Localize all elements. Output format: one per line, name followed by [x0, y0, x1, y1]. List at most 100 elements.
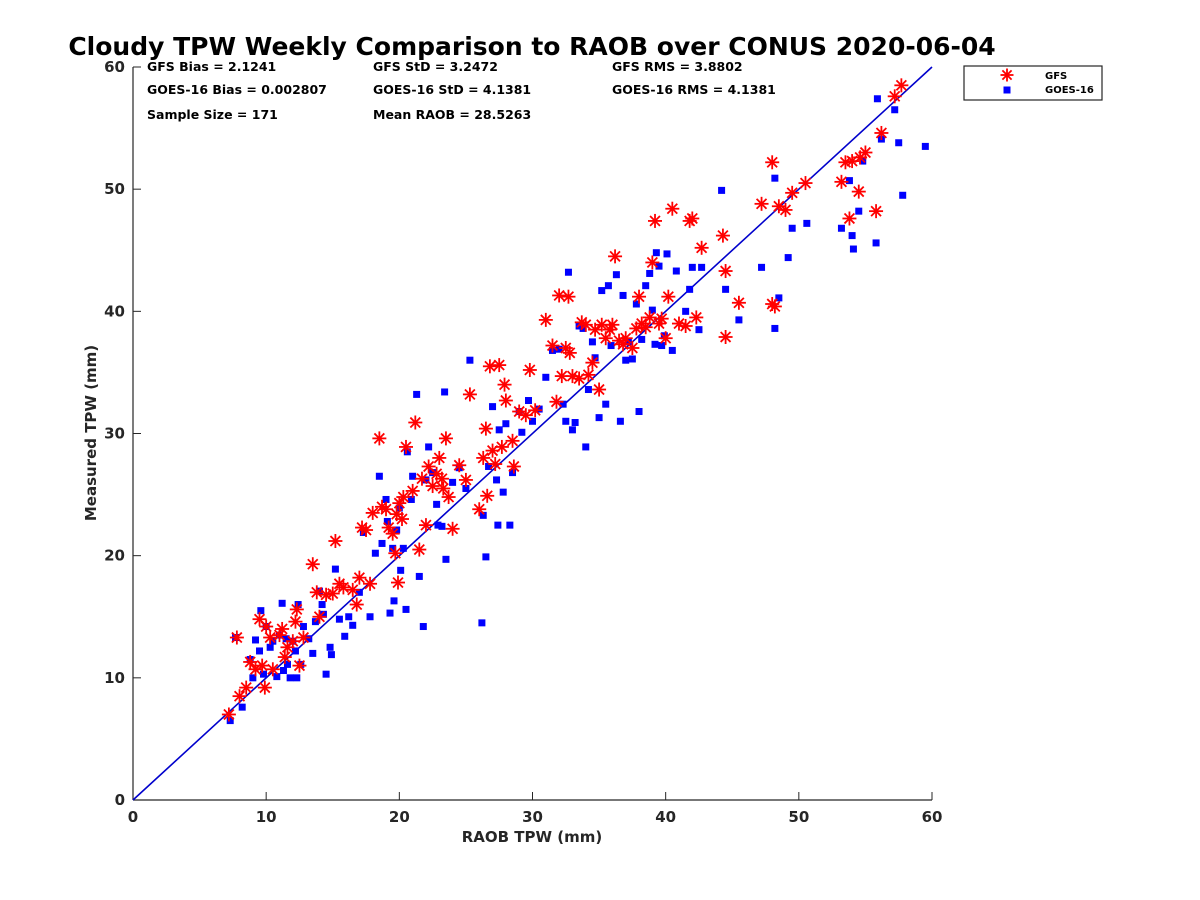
data-point [758, 263, 766, 271]
y-tick-label: 0 [115, 791, 125, 809]
data-point [386, 609, 394, 617]
data-point [588, 338, 596, 346]
data-point [292, 658, 307, 673]
data-point [502, 420, 510, 428]
data-point [642, 310, 657, 325]
data-point [495, 426, 503, 434]
data-point [645, 255, 660, 270]
data-point [858, 145, 873, 160]
data-point [375, 472, 383, 480]
y-tick-label: 50 [104, 180, 125, 198]
data-point [257, 607, 265, 615]
data-point [355, 588, 363, 596]
y-tick-label: 10 [104, 669, 125, 687]
data-point [561, 289, 576, 304]
data-point [466, 356, 474, 364]
data-point [355, 520, 370, 535]
legend-marker-gfs [1000, 68, 1014, 82]
data-point [665, 201, 680, 216]
data-point [571, 419, 579, 427]
data-point [414, 471, 429, 486]
x-tick-label: 30 [522, 808, 543, 826]
data-point [505, 433, 520, 448]
data-point [476, 450, 491, 465]
data-point [285, 634, 300, 649]
data-point [391, 575, 406, 590]
data-point [403, 448, 411, 456]
data-point [552, 288, 567, 303]
data-point [296, 630, 311, 645]
data-point [765, 155, 780, 170]
data-point [462, 484, 470, 492]
data-point [305, 635, 313, 643]
data-point [419, 623, 427, 631]
data-point [803, 219, 811, 227]
data-point [689, 310, 704, 325]
data-point [582, 443, 590, 451]
data-point [256, 647, 264, 655]
data-point [595, 414, 603, 422]
data-point [522, 362, 537, 377]
x-tick-label: 10 [256, 808, 277, 826]
data-point [449, 478, 457, 486]
data-point [388, 546, 403, 561]
data-point [775, 294, 783, 302]
data-point [422, 476, 430, 484]
data-point [478, 619, 486, 627]
data-point [873, 95, 881, 103]
data-point [305, 557, 320, 572]
legend-label: GFS [1045, 71, 1067, 82]
data-point [619, 291, 627, 299]
data-point [506, 459, 521, 474]
stat-text: GOES-16 StD = 4.1381 [373, 82, 531, 97]
data-point [632, 289, 647, 304]
data-point [869, 204, 884, 219]
data-point [661, 289, 676, 304]
data-point [441, 490, 456, 505]
data-point [849, 245, 857, 253]
data-point [325, 586, 340, 601]
data-point [458, 472, 473, 487]
data-point [688, 263, 696, 271]
data-point [562, 345, 577, 360]
data-point [327, 651, 335, 659]
data-point [359, 523, 374, 538]
data-point [277, 650, 292, 665]
data-point [685, 211, 700, 226]
data-point [273, 673, 281, 681]
data-point [771, 174, 779, 182]
data-point [518, 428, 526, 436]
x-tick-label: 50 [788, 808, 809, 826]
plot-area: 0 10 20 30 40 50 60 0 10 20 30 40 50 60 [104, 58, 942, 826]
one-to-one-line [132, 66, 933, 801]
data-point [322, 670, 330, 678]
data-point [257, 680, 272, 695]
x-tick-label: 60 [922, 808, 943, 826]
data-point [568, 426, 576, 434]
data-point [549, 394, 564, 409]
data-point [663, 250, 671, 258]
data-point [434, 471, 449, 486]
data-point [559, 400, 567, 408]
data-point [336, 580, 351, 595]
data-point [608, 249, 623, 264]
y-tick-label: 40 [104, 302, 125, 320]
data-point [402, 605, 410, 613]
x-tick-label: 20 [389, 808, 410, 826]
data-point [371, 549, 379, 557]
data-point [767, 299, 782, 314]
data-point [309, 649, 317, 657]
data-point [895, 139, 903, 147]
data-point [363, 576, 378, 591]
data-point [528, 403, 543, 418]
data-point [418, 518, 433, 533]
data-point [479, 511, 487, 519]
data-point [415, 572, 423, 580]
data-point [442, 555, 450, 563]
data-point [771, 324, 779, 332]
data-point [482, 553, 490, 561]
data-point [288, 614, 303, 629]
data-point [312, 609, 327, 624]
stat-text: Mean RAOB = 28.5263 [373, 107, 531, 122]
data-point [265, 662, 280, 677]
